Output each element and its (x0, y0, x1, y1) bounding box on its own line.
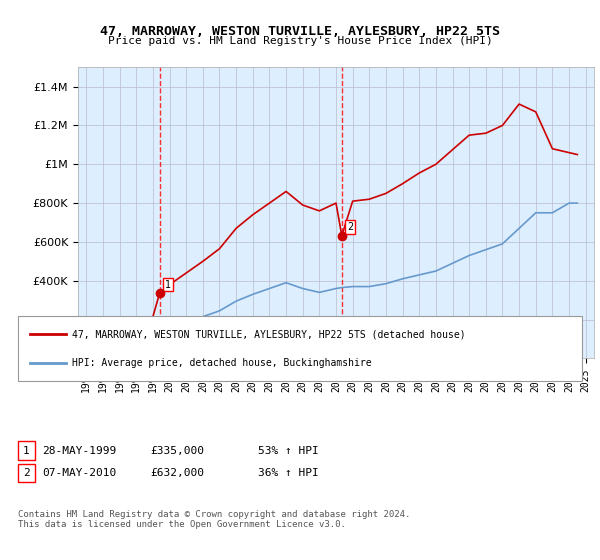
Text: 2: 2 (23, 468, 30, 478)
Text: 1: 1 (164, 279, 170, 290)
Text: HPI: Average price, detached house, Buckinghamshire: HPI: Average price, detached house, Buck… (72, 358, 371, 368)
Text: 47, MARROWAY, WESTON TURVILLE, AYLESBURY, HP22 5TS: 47, MARROWAY, WESTON TURVILLE, AYLESBURY… (100, 25, 500, 38)
Text: 07-MAY-2010: 07-MAY-2010 (42, 468, 116, 478)
Text: £335,000: £335,000 (150, 446, 204, 456)
Text: Contains HM Land Registry data © Crown copyright and database right 2024.
This d: Contains HM Land Registry data © Crown c… (18, 510, 410, 529)
Text: 53% ↑ HPI: 53% ↑ HPI (258, 446, 319, 456)
Text: 2: 2 (347, 222, 353, 232)
Text: £632,000: £632,000 (150, 468, 204, 478)
Text: 47, MARROWAY, WESTON TURVILLE, AYLESBURY, HP22 5TS (detached house): 47, MARROWAY, WESTON TURVILLE, AYLESBURY… (72, 329, 466, 339)
Text: Price paid vs. HM Land Registry's House Price Index (HPI): Price paid vs. HM Land Registry's House … (107, 36, 493, 46)
Text: 36% ↑ HPI: 36% ↑ HPI (258, 468, 319, 478)
Text: 28-MAY-1999: 28-MAY-1999 (42, 446, 116, 456)
Text: 1: 1 (23, 446, 30, 456)
